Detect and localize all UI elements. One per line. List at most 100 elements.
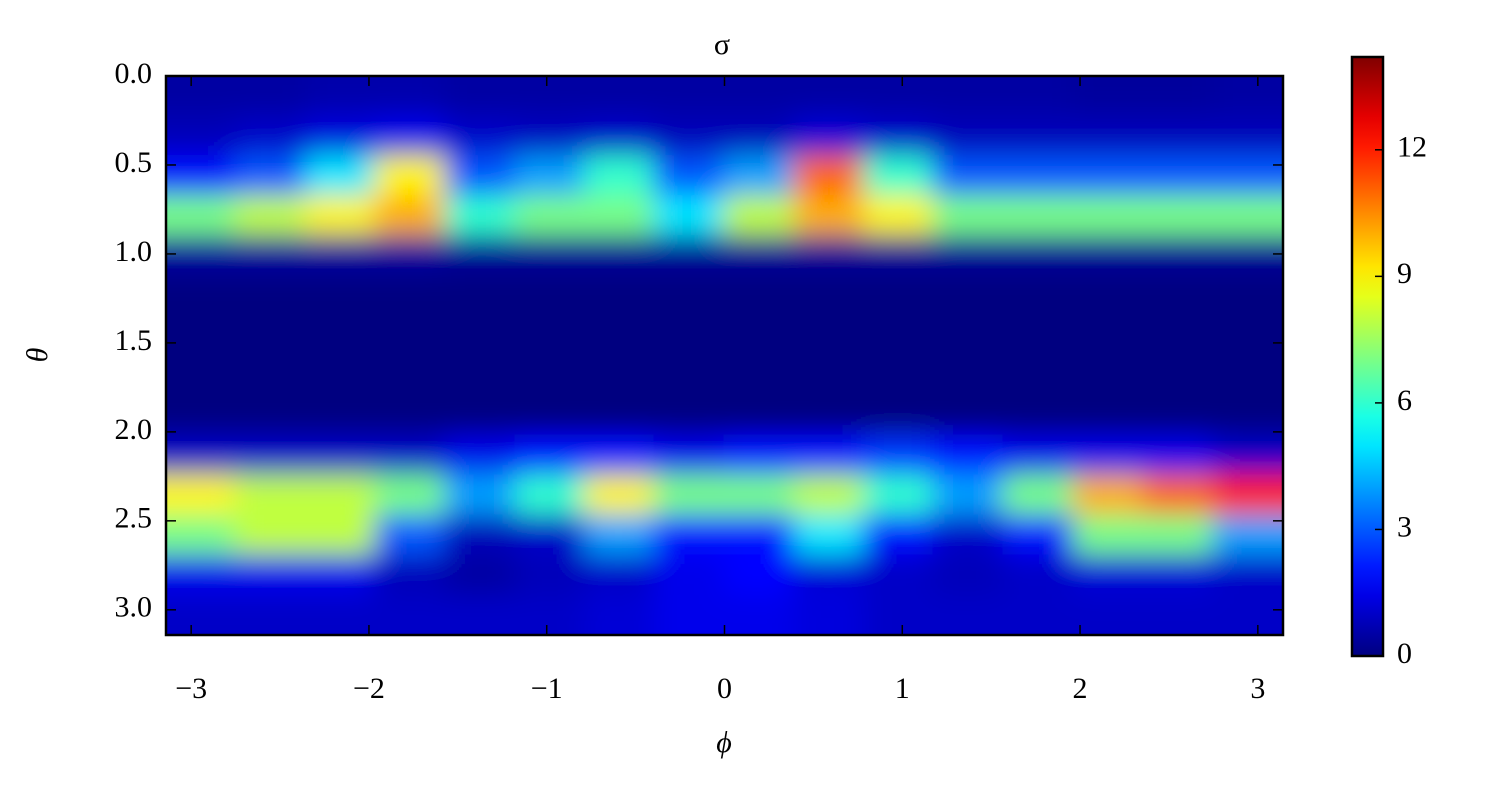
heatmap-cell xyxy=(932,394,1005,437)
heatmap-cell xyxy=(374,554,447,597)
heatmap-cell xyxy=(304,434,377,477)
heatmap-cell xyxy=(234,554,307,597)
y-tick-label: 2.0 xyxy=(115,413,153,446)
heatmap-cell xyxy=(1142,76,1215,118)
heatmap-cell xyxy=(304,274,377,317)
heatmap-cell xyxy=(1002,594,1075,635)
heatmap-cell xyxy=(653,474,726,517)
heatmap-cell xyxy=(1002,474,1075,517)
y-tick-label: 2.5 xyxy=(115,502,153,535)
heatmap-cell xyxy=(1142,594,1215,635)
heatmap-cell xyxy=(444,474,517,517)
heatmap-cell xyxy=(234,394,307,437)
heatmap-cell xyxy=(514,514,586,557)
heatmap-cell xyxy=(166,235,237,277)
heatmap-cell xyxy=(1142,274,1215,317)
heatmap-cell xyxy=(1142,434,1215,477)
heatmap-cell xyxy=(514,314,586,357)
heatmap-cell xyxy=(514,434,586,477)
heatmap-cell xyxy=(583,594,656,635)
heatmap-cell xyxy=(793,354,866,397)
heatmap-cell xyxy=(374,195,447,238)
y-tick-label: 3.0 xyxy=(115,591,153,624)
heatmap-cell xyxy=(166,434,237,477)
heatmap-cell xyxy=(932,235,1005,277)
heatmap-cell xyxy=(583,434,656,477)
heatmap-cell xyxy=(234,314,307,357)
heatmap-cell xyxy=(1142,394,1215,437)
heatmap-cell xyxy=(583,314,656,357)
heatmap-cell xyxy=(444,594,517,635)
heatmap-cell xyxy=(723,115,796,158)
heatmap-cell xyxy=(444,434,517,477)
heatmap-cell xyxy=(653,514,726,557)
y-tick-label: 1.0 xyxy=(115,235,153,268)
heatmap-cell xyxy=(583,115,656,158)
heatmap-cell xyxy=(166,115,237,158)
heatmap-cell xyxy=(653,434,726,477)
heatmap-cell xyxy=(304,115,377,158)
heatmap-cell xyxy=(723,195,796,238)
heatmap-cell xyxy=(932,195,1005,238)
x-tick-label: −3 xyxy=(175,672,207,705)
heatmap-cell xyxy=(863,514,935,557)
heatmap-cell xyxy=(863,354,935,397)
heatmap-cell xyxy=(583,195,656,238)
heatmap-cell xyxy=(1002,115,1075,158)
heatmap-cell xyxy=(514,76,586,118)
heatmap-cell xyxy=(723,394,796,437)
heatmap-cell xyxy=(514,554,586,597)
heatmap-cell xyxy=(653,354,726,397)
heatmap-cell xyxy=(234,155,307,198)
heatmap-cell xyxy=(1072,155,1145,198)
heatmap-cell xyxy=(304,314,377,357)
heatmap-cell xyxy=(1072,235,1145,277)
heatmap-cell xyxy=(793,235,866,277)
heatmap-cell xyxy=(793,314,866,357)
heatmap-cell xyxy=(166,474,237,517)
heatmap-cell xyxy=(1212,155,1283,198)
heatmap-cell xyxy=(374,155,447,198)
heatmap-cell xyxy=(863,274,935,317)
heatmap-cell xyxy=(234,76,307,118)
heatmap-cell xyxy=(932,155,1005,198)
heatmap-cell xyxy=(304,554,377,597)
heatmap-cell xyxy=(863,554,935,597)
x-tick-label: −1 xyxy=(531,672,563,705)
heatmap-cell xyxy=(304,514,377,557)
heatmap-cell xyxy=(514,115,586,158)
heatmap-cell xyxy=(166,514,237,557)
heatmap-cell xyxy=(1142,314,1215,357)
heatmap-cell xyxy=(653,155,726,198)
heatmap-cell xyxy=(1072,195,1145,238)
heatmap-cell xyxy=(723,274,796,317)
heatmap-cell xyxy=(863,76,935,118)
heatmap-cell xyxy=(514,235,586,277)
heatmap-cell xyxy=(444,554,517,597)
heatmap-cell xyxy=(863,195,935,238)
x-tick-label: 3 xyxy=(1250,672,1265,705)
heatmap-cell xyxy=(1142,474,1215,517)
heatmap-cell xyxy=(932,115,1005,158)
heatmap-cell xyxy=(653,394,726,437)
heatmap-cell xyxy=(583,155,656,198)
heatmap-cell xyxy=(1002,354,1075,397)
heatmap-cell xyxy=(583,76,656,118)
colorbar-tick-label: 3 xyxy=(1397,510,1412,543)
heatmap-cell xyxy=(723,235,796,277)
heatmap-cell xyxy=(374,434,447,477)
heatmap-cell xyxy=(304,195,377,238)
heatmap-cell xyxy=(444,314,517,357)
heatmap-cell xyxy=(374,514,447,557)
heatmap-cell xyxy=(304,235,377,277)
heatmap-cell xyxy=(1002,434,1075,477)
heatmap-cell xyxy=(234,235,307,277)
heatmap-cell xyxy=(1212,314,1283,357)
heatmap-cell xyxy=(793,274,866,317)
heatmap-cell xyxy=(234,434,307,477)
x-tick-label: −2 xyxy=(353,672,385,705)
heatmap-cell xyxy=(932,434,1005,477)
heatmap-cells xyxy=(166,76,1283,635)
y-axis-label: θ xyxy=(21,347,54,362)
heatmap-cell xyxy=(234,274,307,317)
